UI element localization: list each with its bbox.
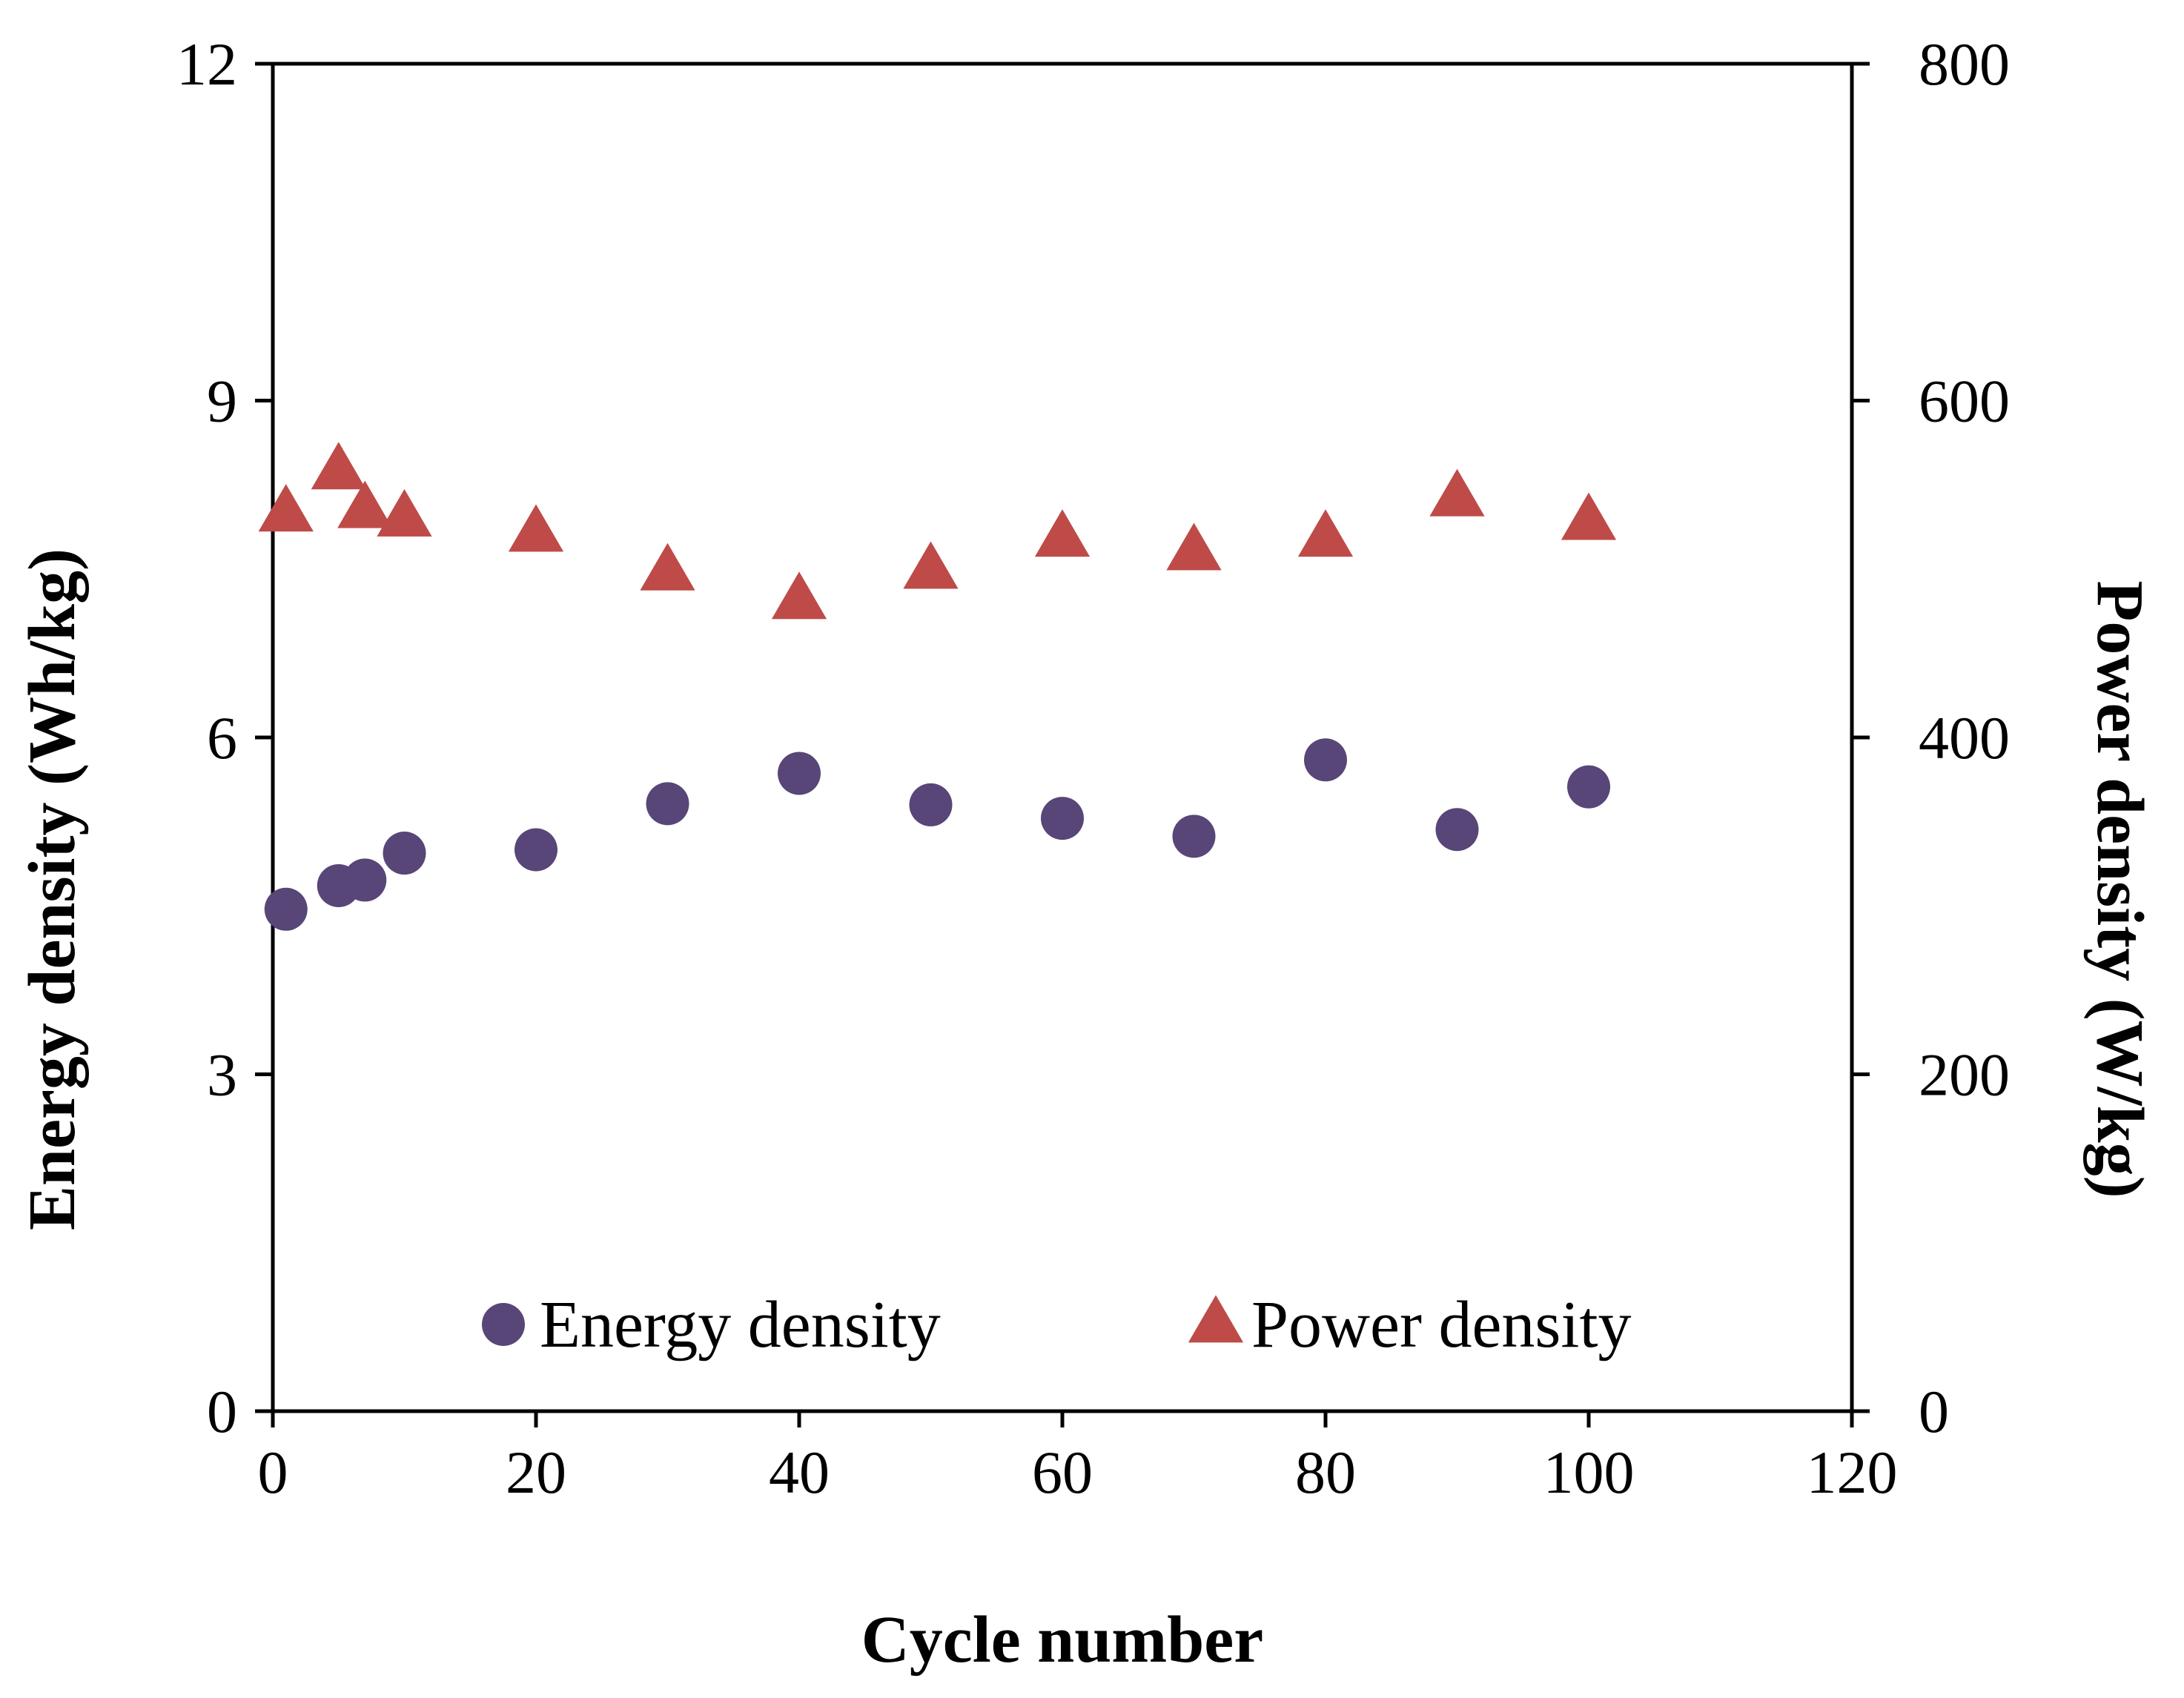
- energy-density-point: [383, 832, 426, 875]
- y-axis-left-title: Energy density (Wh/kg): [16, 548, 89, 1230]
- x-tick-label: 100: [1543, 1439, 1635, 1506]
- y-left-tick-label: 9: [207, 368, 237, 435]
- energy-density-point: [646, 782, 689, 826]
- power-density-point: [903, 541, 959, 589]
- energy-density-point: [909, 783, 953, 826]
- energy-density-point: [778, 752, 821, 795]
- energy-density-point: [514, 828, 557, 872]
- legend-power-label: Power density: [1251, 1288, 1631, 1362]
- y-right-tick-label: 800: [1919, 30, 2010, 98]
- power-density-point: [1429, 468, 1485, 517]
- x-tick-label: 40: [769, 1439, 830, 1506]
- x-tick-label: 120: [1807, 1439, 1898, 1506]
- y-left-tick-label: 12: [176, 30, 237, 98]
- energy-density-point: [1567, 765, 1610, 809]
- legend-power-marker: [1188, 1295, 1244, 1343]
- power-density-point: [508, 504, 564, 552]
- x-tick-label: 80: [1295, 1439, 1356, 1506]
- y-axis-right-title: Power density (W/kg): [2083, 580, 2157, 1198]
- y-right-tick-label: 600: [1919, 368, 2010, 435]
- power-density-point: [337, 480, 393, 528]
- plot-frame: [271, 62, 1854, 1413]
- power-density-point: [1297, 509, 1354, 557]
- power-density-point: [1561, 492, 1617, 540]
- power-density-point: [311, 442, 366, 490]
- power-density-point: [1034, 509, 1091, 557]
- y-left-tick-label: 3: [207, 1041, 237, 1109]
- y-right-tick-label: 0: [1919, 1378, 1949, 1445]
- axis-titles: Cycle number Energy density (Wh/kg) Powe…: [16, 548, 2157, 1677]
- y-left-tick-label: 6: [207, 704, 237, 772]
- x-tick-label: 20: [506, 1439, 566, 1506]
- x-tick-label: 60: [1032, 1439, 1093, 1506]
- energy-density-point: [343, 858, 387, 902]
- energy-density-point: [1304, 738, 1347, 782]
- y-right-tick-label: 400: [1919, 704, 2010, 772]
- x-axis-title: Cycle number: [861, 1603, 1263, 1677]
- energy-density-point: [264, 887, 308, 931]
- power-density-point: [771, 571, 827, 620]
- y-right-tick-label: 200: [1919, 1041, 2010, 1109]
- power-density-point: [258, 484, 314, 532]
- legend-energy-label: Energy density: [540, 1288, 941, 1362]
- x-tick-label: 0: [258, 1439, 288, 1506]
- energy-density-point: [1041, 797, 1084, 840]
- power-density-point: [1166, 523, 1222, 571]
- marks-layer: [258, 442, 1617, 931]
- power-density-point: [640, 543, 695, 591]
- y-left-tick-label: 0: [207, 1378, 237, 1445]
- power-density-point: [377, 488, 432, 537]
- legend-energy-marker: [482, 1303, 525, 1346]
- energy-density-point: [1172, 815, 1216, 858]
- energy-density-point: [1435, 808, 1479, 852]
- legend: Energy density Power density: [482, 1288, 1631, 1362]
